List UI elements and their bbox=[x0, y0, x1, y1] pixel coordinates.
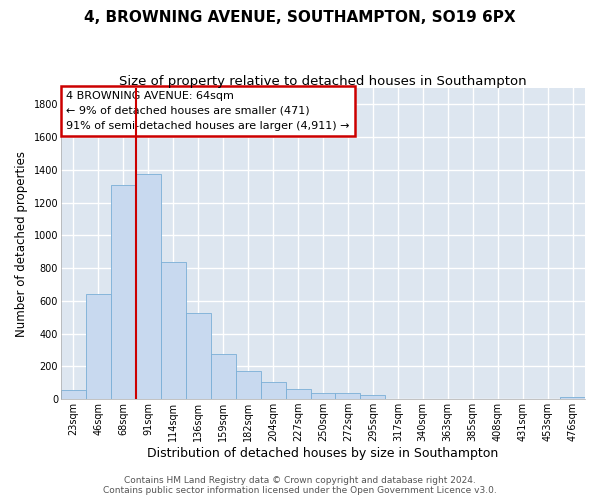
Bar bbox=[61, 390, 86, 399]
Bar bbox=[211, 354, 236, 399]
Text: 4 BROWNING AVENUE: 64sqm
← 9% of detached houses are smaller (471)
91% of semi-d: 4 BROWNING AVENUE: 64sqm ← 9% of detache… bbox=[66, 91, 350, 130]
Bar bbox=[311, 392, 335, 399]
Bar bbox=[286, 389, 311, 399]
Text: 4, BROWNING AVENUE, SOUTHAMPTON, SO19 6PX: 4, BROWNING AVENUE, SOUTHAMPTON, SO19 6P… bbox=[84, 10, 516, 25]
Bar bbox=[560, 396, 585, 399]
Bar bbox=[361, 395, 385, 399]
Bar bbox=[236, 370, 260, 399]
Text: Contains HM Land Registry data © Crown copyright and database right 2024.
Contai: Contains HM Land Registry data © Crown c… bbox=[103, 476, 497, 495]
Bar bbox=[260, 382, 286, 399]
Y-axis label: Number of detached properties: Number of detached properties bbox=[15, 150, 28, 336]
X-axis label: Distribution of detached houses by size in Southampton: Distribution of detached houses by size … bbox=[148, 447, 499, 460]
Bar bbox=[335, 394, 361, 399]
Bar bbox=[161, 262, 186, 399]
Title: Size of property relative to detached houses in Southampton: Size of property relative to detached ho… bbox=[119, 75, 527, 88]
Bar bbox=[86, 294, 111, 399]
Bar bbox=[111, 186, 136, 399]
Bar bbox=[136, 174, 161, 399]
Bar bbox=[186, 313, 211, 399]
